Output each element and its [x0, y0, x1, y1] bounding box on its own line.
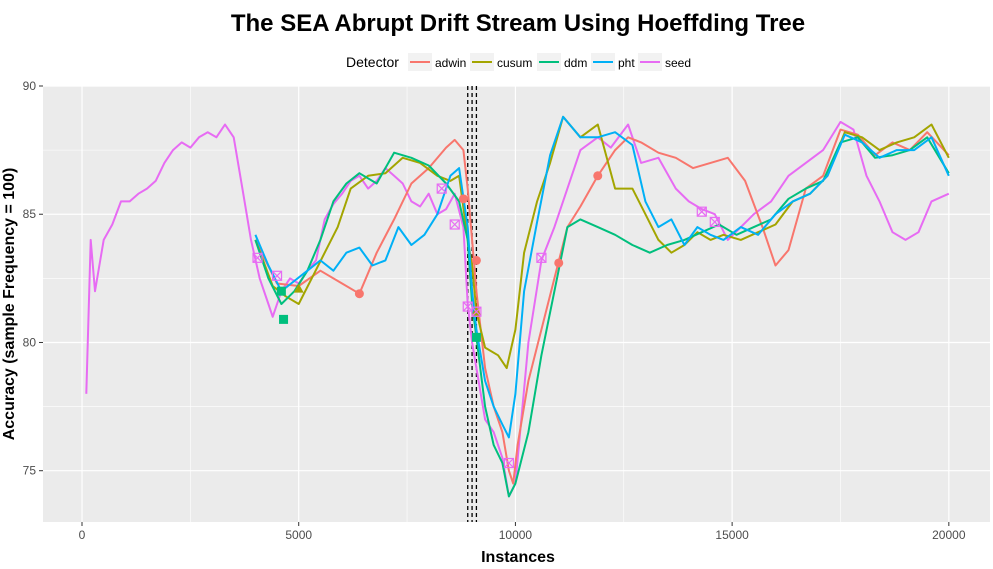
legend-item-adwin: adwin: [408, 53, 466, 71]
legend-label: seed: [665, 56, 691, 70]
marker-seed: [462, 301, 473, 312]
x-tick-label: 5000: [285, 528, 312, 542]
series-line-pht: [254, 115, 950, 439]
x-axis-title: Instances: [481, 549, 555, 566]
legend-label: adwin: [435, 56, 466, 70]
x-tick-label: 15000: [715, 528, 749, 542]
series-line-ddm: [254, 136, 950, 498]
legend-label: cusum: [497, 56, 532, 70]
marker-seed: [536, 252, 547, 263]
y-tick-label: 75: [23, 464, 37, 478]
x-axis: 0 5000 10000 15000 20000: [79, 522, 966, 542]
legend-label: pht: [618, 56, 635, 70]
legend-title: Detector: [346, 54, 399, 70]
y-axis: 75 80 85 90: [23, 79, 43, 478]
legend: Detector adwin cusum ddm pht seed: [346, 53, 691, 71]
marker-adwin: [458, 194, 468, 204]
marker-seed: [709, 216, 720, 228]
marker-adwin: [593, 171, 603, 181]
series-markers: [252, 171, 720, 469]
y-tick-label: 90: [23, 79, 37, 93]
chart-title: The SEA Abrupt Drift Stream Using Hoeffd…: [231, 10, 805, 37]
marker-ddm: [471, 332, 481, 342]
x-tick-label: 10000: [499, 528, 533, 542]
marker-ddm: [276, 286, 286, 296]
legend-item-pht: pht: [591, 53, 635, 71]
y-tick-label: 80: [23, 335, 37, 349]
marker-ddm: [279, 314, 289, 324]
x-tick-label: 20000: [932, 528, 966, 542]
marker-cusum: [293, 283, 304, 293]
marker-seed: [503, 457, 515, 469]
legend-label: ddm: [564, 56, 587, 70]
legend-item-ddm: ddm: [537, 53, 587, 71]
legend-item-seed: seed: [638, 53, 691, 71]
series-lines: [85, 115, 950, 498]
legend-item-cusum: cusum: [470, 53, 532, 71]
marker-adwin: [471, 255, 481, 265]
marker-seed: [449, 219, 460, 230]
marker-seed: [471, 306, 482, 317]
marker-seed: [436, 183, 447, 194]
y-axis-title: Accuracy (sample Frequency = 100): [1, 168, 18, 441]
series-line-seed: [85, 120, 950, 498]
marker-adwin: [554, 258, 564, 268]
x-tick-label: 0: [79, 528, 86, 542]
marker-adwin: [354, 289, 364, 299]
y-tick-label: 85: [23, 207, 37, 221]
marker-seed: [696, 206, 707, 217]
marker-seed: [271, 270, 283, 281]
marker-seed: [252, 252, 263, 263]
